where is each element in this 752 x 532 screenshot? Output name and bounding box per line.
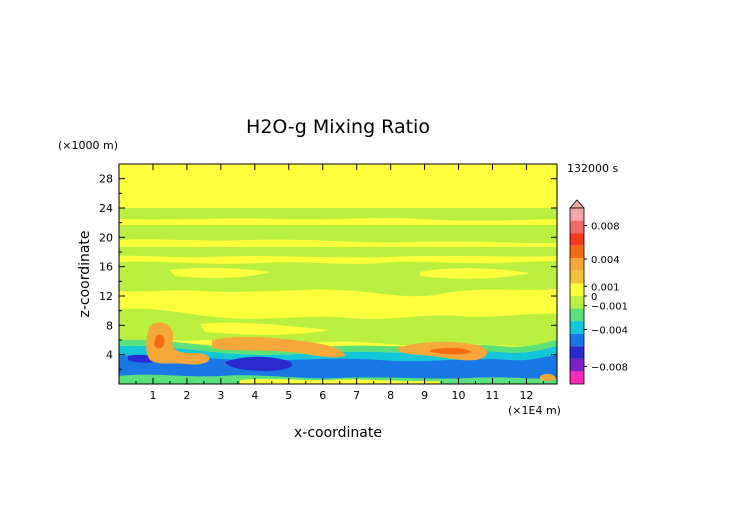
contour-band-green xyxy=(119,208,557,221)
contour-band-darkblue xyxy=(225,356,293,371)
contour-band-orange xyxy=(146,322,210,365)
colorbar-swatch xyxy=(570,258,584,271)
y-tick-label: 24 xyxy=(99,202,113,215)
colorbar-label: −0.001 xyxy=(591,302,628,313)
contour-band-green xyxy=(119,225,557,244)
colorbar-swatch xyxy=(570,321,584,334)
contour-band-yellow-island xyxy=(170,267,270,279)
x-tick-label: 4 xyxy=(251,389,258,402)
contour-band-green xyxy=(119,247,557,258)
colorbar-swatch xyxy=(570,220,584,234)
colorbar-label: −0.004 xyxy=(591,325,628,336)
colorbar-swatch xyxy=(570,270,584,284)
chart-title: H2O-g Mixing Ratio xyxy=(246,116,430,138)
y-axis-label: z-coordinate xyxy=(77,230,93,317)
x-tick-label: 11 xyxy=(485,389,499,402)
contour-band-green-thin xyxy=(119,339,557,355)
contour-band-yellow-island xyxy=(420,268,530,279)
y-tick-label: 8 xyxy=(106,319,113,332)
y-tick-label: 28 xyxy=(99,173,113,186)
y-axis-ticks: 4 8 12 16 20 24 28 xyxy=(99,173,557,370)
x-tick-label: 2 xyxy=(183,389,190,402)
colorbar-swatch xyxy=(570,308,584,322)
colorbar-swatch xyxy=(570,296,584,309)
colorbar-swatch xyxy=(570,346,584,359)
y-tick-label: 16 xyxy=(99,261,113,274)
colorbar-label: 0.001 xyxy=(591,282,620,293)
x-tick-label: 1 xyxy=(149,389,156,402)
contour-band-orange xyxy=(212,336,345,358)
colorbar-swatch xyxy=(570,208,584,221)
contour-field xyxy=(119,164,557,384)
contour-band-green xyxy=(119,308,557,347)
colorbar-swatch xyxy=(570,358,584,372)
x-tick-label: 10 xyxy=(452,389,466,402)
contour-band-orange-core xyxy=(154,334,165,349)
x-tick-label: 8 xyxy=(387,389,394,402)
colorbar-arrow-cap xyxy=(569,199,585,209)
time-label: 132000 s xyxy=(567,162,618,175)
colorbar-swatch xyxy=(570,283,584,296)
colorbar-label: 0.004 xyxy=(591,255,620,266)
colorbar-label: −0.008 xyxy=(591,362,628,373)
contour-band-orange xyxy=(540,373,556,382)
colorbar-swatch xyxy=(570,333,584,347)
colorbar-swatch xyxy=(570,371,584,384)
colorbar-swatch xyxy=(570,245,584,259)
x-tick-label: 3 xyxy=(217,389,224,402)
contour-band-yellow-island xyxy=(200,322,330,335)
x-tick-label: 6 xyxy=(319,389,326,402)
x-tick-label: 5 xyxy=(285,389,292,402)
contour-band-orange-core xyxy=(430,347,472,355)
x-tick-label: 9 xyxy=(421,389,428,402)
colorbar-label: 0 xyxy=(591,292,597,303)
plot-frame xyxy=(118,163,558,385)
x-tick-label: 12 xyxy=(519,389,533,402)
y-unit-label: (×1000 m) xyxy=(58,139,118,152)
contour-band-surface-green xyxy=(119,374,557,384)
x-axis-label: x-coordinate xyxy=(294,425,382,441)
colorbar-swatch xyxy=(570,233,584,246)
x-tick-label: 7 xyxy=(353,389,360,402)
y-tick-label: 20 xyxy=(99,231,113,244)
y-tick-label: 12 xyxy=(99,290,113,303)
x-axis-ticks: 1 2 3 4 5 6 7 8 9 10 11 12 xyxy=(135,164,544,402)
colorbar-label: 0.008 xyxy=(591,222,620,233)
y-tick-label: 4 xyxy=(106,349,113,362)
x-unit-label: (×1E4 m) xyxy=(508,404,561,417)
